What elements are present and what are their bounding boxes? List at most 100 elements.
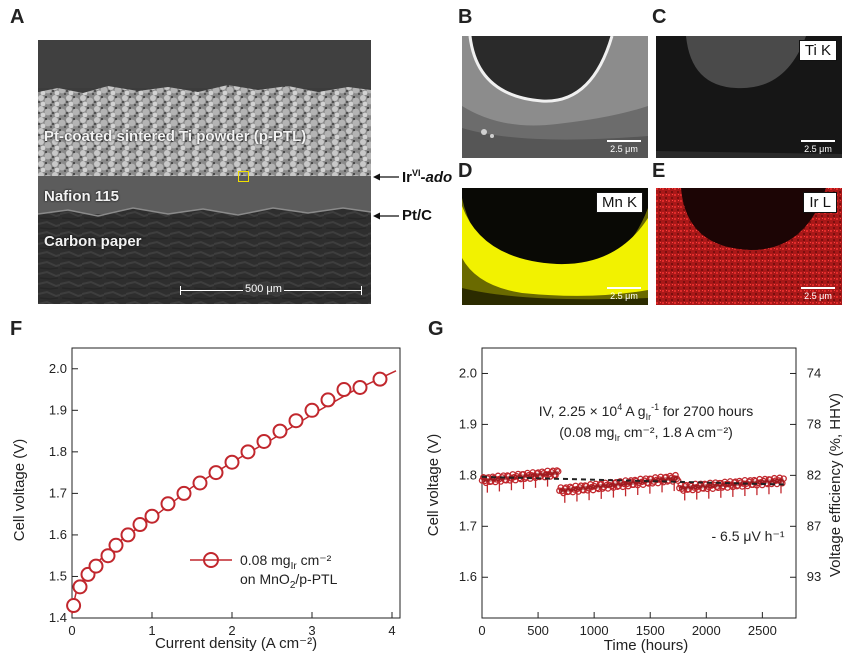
y-tick-label: 1.6	[49, 527, 67, 542]
y2-tick-label: 78	[807, 416, 821, 431]
annotation-arrows	[373, 173, 399, 220]
data-point	[208, 465, 224, 481]
trend-line	[481, 475, 785, 486]
chart-f-polarization: 0 1 2 3 4 1.4 1.5 1.6 1.7 1.8 1.9 2.0 Cell voltage …	[11, 347, 401, 652]
panel-label-d: D	[458, 160, 473, 182]
element-tag-mn: Mn K	[595, 192, 643, 213]
scale-bar-e: 2.5 μm	[801, 287, 835, 301]
y-tick-label: 1.9	[49, 402, 67, 417]
element-tag-ir: Ir L	[803, 192, 837, 213]
data-point	[272, 423, 288, 439]
panel-label-e: E	[652, 160, 666, 182]
y-tick-label: 1.7	[49, 485, 67, 500]
y-tick-label: 2.0	[49, 361, 67, 376]
x-tick-label: 1000	[580, 623, 609, 638]
panel-label-c: C	[652, 6, 667, 28]
data-point	[176, 485, 192, 501]
chart-f-frame	[71, 347, 401, 619]
data-point	[320, 392, 336, 408]
chart-g-rate-label: - 6.5 μV h⁻¹	[711, 528, 784, 544]
data-point	[352, 379, 368, 395]
y-tick-label: 1.4	[49, 610, 67, 625]
map-ti-texture	[656, 36, 842, 158]
panel-label-a: A	[10, 6, 25, 28]
data-point	[192, 475, 208, 491]
chart-f-xlabel: Current density (A cm⁻²)	[155, 635, 317, 652]
map-ir-image: Ir L 2.5 μm	[656, 188, 842, 305]
x-tick-label: 4	[388, 623, 395, 638]
scale-bar-label: 500 μm	[243, 283, 284, 295]
sem-zoom-texture	[462, 36, 648, 158]
chart-g-ylabel: Cell voltage (V)	[425, 434, 442, 537]
x-tick-label: 1	[148, 623, 155, 638]
series-line	[71, 370, 397, 614]
data-point	[132, 517, 148, 533]
layer-label-ptl: Pt-coated sintered Ti powder (p-PTL)	[44, 128, 307, 145]
data-point	[108, 537, 124, 553]
data-point	[88, 558, 104, 574]
data-point	[372, 371, 388, 387]
highlight-box	[238, 171, 249, 182]
chart-g-y2label: Voltage efficiency (%, HHV)	[827, 393, 844, 577]
x-tick-label: 2500	[748, 623, 777, 638]
data-point	[160, 496, 176, 512]
chart-f-legend: 0.08 mgIr cm⁻² on MnO2/p-PTL	[190, 552, 338, 591]
chart-g-annotation-1: IV, 2.25 × 104 A gIr-1 for 2700 hours	[539, 402, 754, 422]
panel-label-g: G	[428, 318, 444, 340]
y-tick-label: 2.0	[459, 365, 477, 380]
scale-bar-tick-left	[180, 286, 181, 295]
data-point	[100, 548, 116, 564]
data-point	[72, 579, 88, 595]
map-mn-texture	[462, 188, 648, 305]
x-tick-label: 0	[478, 623, 485, 638]
sem-texture	[38, 40, 371, 304]
y-tick-label: 1.8	[459, 467, 477, 482]
legend-line1: 0.08 mgIr cm⁻²	[240, 552, 332, 572]
sem-cross-section-image: Pt-coated sintered Ti powder (p-PTL) Naf…	[38, 40, 371, 304]
scale-bar-c: 2.5 μm	[801, 140, 835, 154]
x-tick-label: 500	[527, 623, 549, 638]
x-tick-label: 1500	[636, 623, 665, 638]
legend-marker	[203, 552, 219, 568]
arrow-label-ir-ado: IrVI-ado	[402, 168, 453, 186]
data-point	[144, 508, 160, 524]
x-tick-label: 2	[228, 623, 235, 638]
panel-label-b: B	[458, 6, 473, 28]
y2-tick-label: 93	[807, 569, 821, 584]
data-point	[66, 598, 82, 614]
chart-f-ylabel: Cell voltage (V)	[11, 439, 28, 542]
legend-line2: on MnO2/p-PTL	[240, 571, 338, 591]
map-mn-image: Mn K 2.5 μm	[462, 188, 648, 305]
data-point	[224, 454, 240, 470]
layer-label-carbon-paper: Carbon paper	[44, 233, 142, 250]
data-point	[336, 382, 352, 398]
y-tick-label: 1.8	[49, 444, 67, 459]
y-tick-label: 1.5	[49, 568, 67, 583]
element-tag-ti: Ti K	[798, 40, 837, 61]
chart-g-annotation-2: (0.08 mgIr cm⁻², 1.8 A cm⁻²)	[559, 424, 733, 443]
data-point	[304, 402, 320, 418]
data-point	[120, 527, 136, 543]
segment-core	[481, 470, 559, 483]
arrow-label-ptc: Pt/C	[402, 207, 432, 224]
x-tick-label: 3	[308, 623, 315, 638]
y2-tick-label: 82	[807, 467, 821, 482]
segment-core	[679, 478, 784, 491]
chart-g-xlabel: Time (hours)	[604, 637, 688, 654]
layer-label-nafion: Nafion 115	[44, 188, 120, 205]
scale-bar-b: 2.5 μm	[607, 140, 641, 154]
scale-bar-d: 2.5 μm	[607, 287, 641, 301]
chart-g-durability: 0 500 1000 1500 2000 2500 1.6 93 1.7 87 1.8 82 1.9 78…	[425, 347, 844, 654]
segment-core	[559, 475, 679, 493]
data-point	[240, 444, 256, 460]
y2-tick-label: 87	[807, 518, 821, 533]
y-tick-label: 1.7	[459, 518, 477, 533]
map-ti-image: Ti K 2.5 μm	[656, 36, 842, 158]
data-point	[288, 413, 304, 429]
y-tick-label: 1.6	[459, 569, 477, 584]
y2-tick-label: 74	[807, 365, 821, 380]
scale-bar-tick-right	[361, 286, 362, 295]
x-tick-label: 0	[68, 623, 75, 638]
x-tick-label: 2000	[692, 623, 721, 638]
panel-label-f: F	[10, 318, 23, 340]
